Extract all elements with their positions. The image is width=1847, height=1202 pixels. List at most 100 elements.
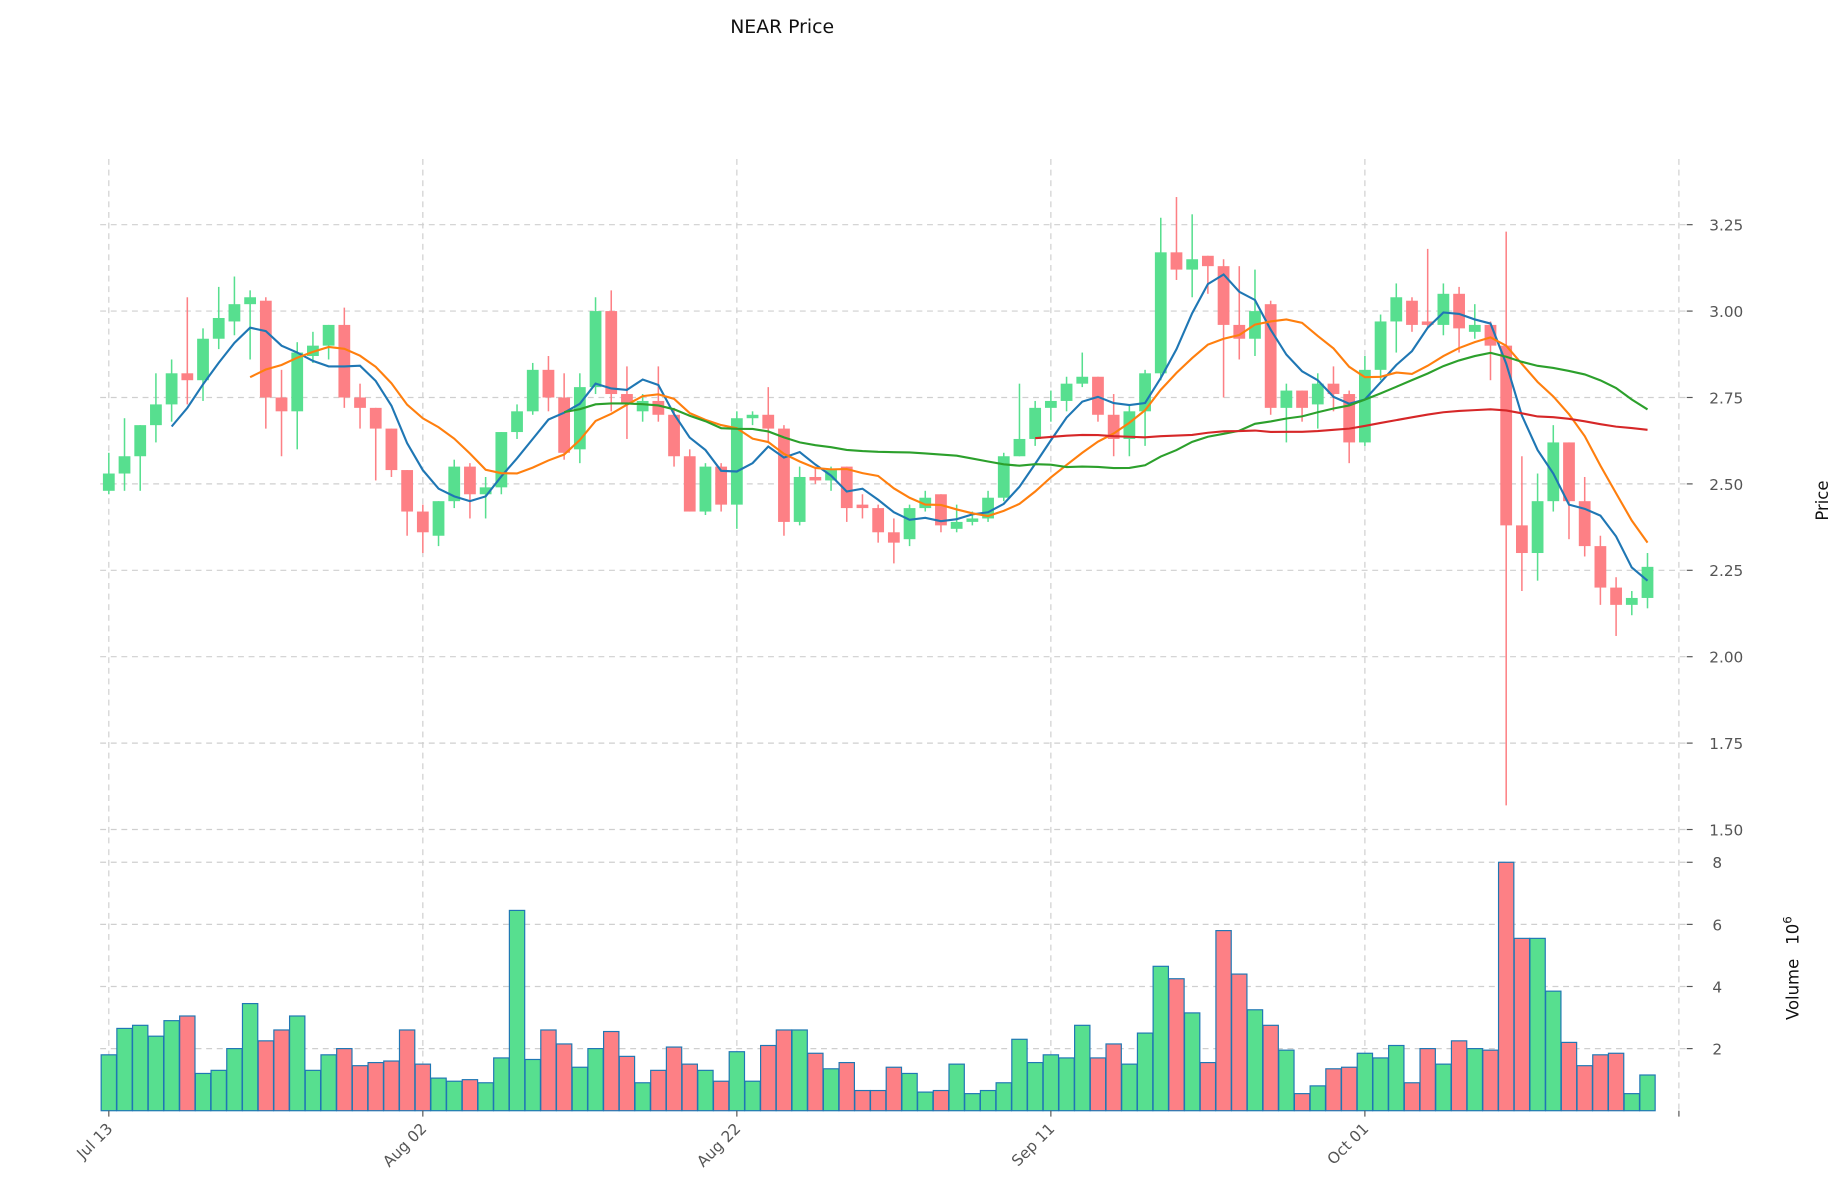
candle-up [1468, 324, 1481, 332]
candle-down [605, 311, 618, 395]
candle-up [1139, 373, 1151, 412]
price-tick-label: 1.75 [1709, 735, 1743, 753]
volume-bar [681, 1063, 698, 1112]
candle-up [322, 324, 335, 346]
volume-bar [1231, 973, 1248, 1112]
price-tick-label: 2.75 [1709, 389, 1743, 407]
volume-bar [665, 1046, 683, 1112]
volume-bar [650, 1069, 667, 1112]
price-tick-label: 2.25 [1709, 562, 1743, 580]
candle-down [1484, 324, 1497, 346]
volume-multiplier-base: 10 [1784, 924, 1803, 945]
volume-bar [618, 1055, 636, 1112]
volume-bar [1482, 1049, 1499, 1112]
volume-bar [1152, 965, 1170, 1112]
date-tick-label: Jul 13 [73, 1120, 117, 1164]
volume-bar [807, 1052, 824, 1112]
volume-bar [555, 1043, 573, 1112]
candle-down [809, 476, 822, 481]
candle-up [636, 400, 649, 412]
volume-bar [822, 1068, 840, 1112]
candle-up [1060, 383, 1073, 401]
volume-bar [163, 1020, 180, 1112]
candle-up [919, 497, 932, 509]
candle-up [966, 518, 979, 522]
volume-bar [508, 909, 526, 1112]
candle-up [1390, 297, 1403, 322]
candle-up [589, 311, 602, 388]
volume-bar [147, 1035, 165, 1112]
candle-down [1610, 587, 1622, 605]
candle-up [102, 473, 115, 491]
volume-bar [1183, 1012, 1201, 1112]
volume-bar [1466, 1048, 1484, 1112]
volume-bars [100, 861, 1656, 1112]
volume-bar [712, 1080, 730, 1112]
candle-down [887, 532, 900, 543]
candle-down [354, 397, 366, 408]
volume-bar [1121, 1063, 1138, 1112]
candle-down [1563, 442, 1575, 502]
ma-60-line [1035, 408, 1648, 440]
volume-bar [131, 1024, 149, 1112]
candle-up [1625, 597, 1638, 605]
candle-down [1406, 300, 1418, 325]
volume-bar [1074, 1024, 1091, 1112]
candle-down [778, 428, 790, 522]
candle-down [1233, 324, 1246, 339]
volume-bar [273, 1029, 290, 1112]
ma-30-line [563, 351, 1649, 470]
volume-bar [1199, 1061, 1217, 1112]
candle-down [1264, 304, 1277, 408]
volume-bar [1262, 1024, 1279, 1112]
volume-bar [979, 1089, 997, 1112]
volume-bar [383, 1060, 400, 1112]
candle-down [1453, 293, 1465, 329]
candle-up [699, 466, 712, 512]
volume-bar [948, 1063, 965, 1112]
volume-bar [728, 1051, 746, 1112]
candle-down [558, 397, 571, 453]
volume-bar [964, 1093, 981, 1112]
volume-bar [540, 1029, 557, 1112]
volume-bar [1435, 1063, 1452, 1112]
volume-bar [1529, 937, 1546, 1112]
candle-up [1358, 369, 1371, 443]
volume-bar [1309, 1085, 1327, 1112]
volume-bar [461, 1079, 479, 1112]
volume-tick-label: 2 [1712, 1040, 1722, 1058]
price-tick-label: 2.00 [1709, 649, 1743, 667]
volume-bar [744, 1080, 761, 1112]
volume-bar [1356, 1052, 1374, 1112]
volume-bar [493, 1057, 510, 1112]
candle-down [1421, 321, 1434, 325]
candle-up [212, 317, 225, 339]
volume-bar [430, 1077, 447, 1112]
volume-bar [304, 1069, 322, 1112]
candle-up [244, 297, 257, 305]
date-tick-label: Sep 11 [1008, 1120, 1058, 1170]
candle-up [134, 425, 147, 457]
candle-up [997, 456, 1010, 498]
volume-bar [1246, 1009, 1264, 1112]
candle-down [668, 414, 680, 457]
ma-5-line [170, 273, 1649, 582]
candle-up [1013, 438, 1026, 457]
volume-bar [571, 1066, 589, 1112]
price-tick-label: 1.50 [1709, 821, 1743, 839]
candle-up [1641, 566, 1654, 598]
volume-bar [210, 1069, 227, 1112]
candle-up [1029, 407, 1042, 439]
volume-bar [1105, 1043, 1122, 1112]
volume-multiplier-exponent: 6 [1781, 916, 1795, 924]
volume-bar [1592, 1054, 1609, 1112]
volume-bar [917, 1091, 934, 1112]
volume-bar [1576, 1065, 1593, 1112]
candle-up [1123, 411, 1136, 439]
price-tick-label: 3.25 [1709, 217, 1743, 235]
volume-bar [1168, 978, 1185, 1112]
candle-up [1076, 376, 1089, 384]
candle-down [181, 373, 194, 381]
candle-up [291, 352, 304, 412]
candle-down [1343, 394, 1356, 443]
